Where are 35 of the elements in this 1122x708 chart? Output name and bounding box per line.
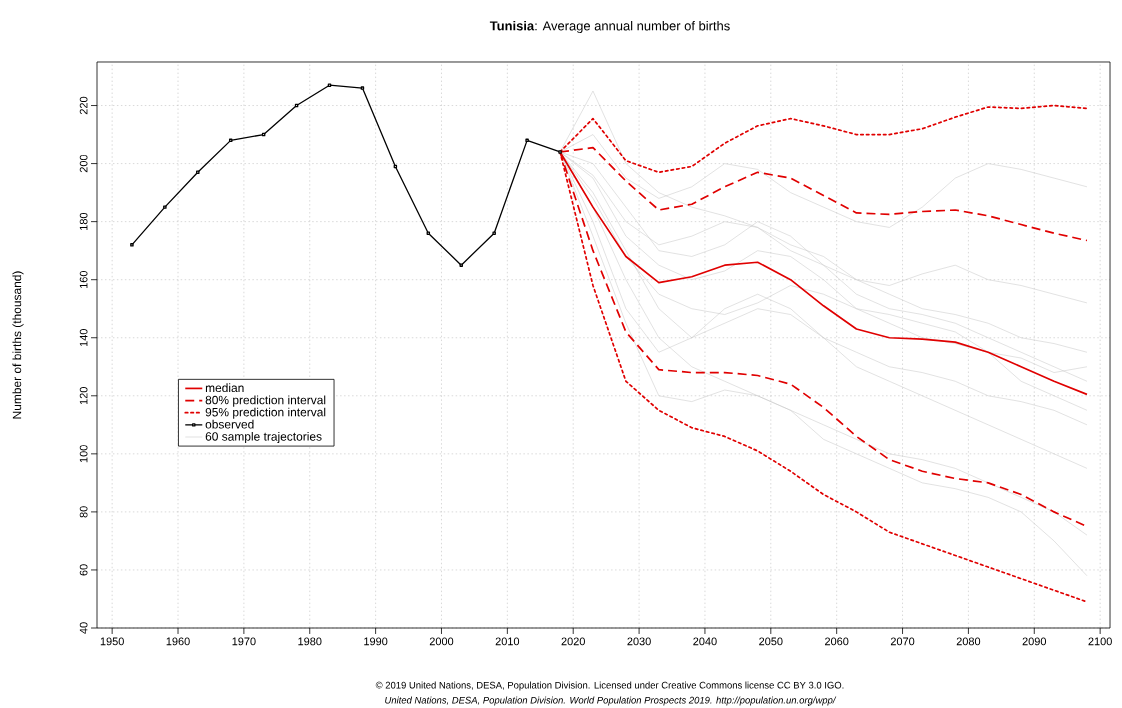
y-tick-label: 80 <box>79 506 88 518</box>
y-tick-label: 180 <box>79 212 88 230</box>
chart-title: Tunisia: Average annual number of births <box>489 20 730 34</box>
legend-label: median <box>205 383 244 393</box>
text: © 2019 United Nations, DESA, Population Division. Licensed under Creative Commons license CC BY 3.0 IGO. <box>375 681 844 691</box>
legend-label: 60 sample trajectories <box>205 431 322 444</box>
legend-label: 80% prediction interval <box>205 395 326 407</box>
y-tick-label: 140 <box>79 329 88 347</box>
x-tick-label: 1960 <box>166 637 190 646</box>
x-tick-label: 2060 <box>825 637 849 646</box>
y-tick-label: 200 <box>79 154 88 173</box>
x-tick-label: 2050 <box>759 637 783 646</box>
x-tick-label: 2040 <box>693 637 717 646</box>
x-tick-label: 2030 <box>627 637 651 646</box>
x-tick-label: 1980 <box>298 637 322 646</box>
x-tick-label: 1950 <box>100 637 124 646</box>
x-tick-label: 2100 <box>1088 637 1112 646</box>
x-tick-label: 1990 <box>364 637 388 646</box>
y-tick-label: 120 <box>79 387 88 405</box>
y-axis-title: Number of births (thousand) <box>12 271 24 419</box>
y-tick-label: 60 <box>79 564 88 576</box>
x-tick-label: 2080 <box>956 637 981 646</box>
x-tick-label: 2020 <box>561 637 585 646</box>
x-tick-label: 2090 <box>1022 637 1047 646</box>
y-tick-label: 40 <box>79 622 88 634</box>
text: United Nations, DESA, Population Division. World Population Prospects 2019. http://population.un.org/wpp/ <box>385 696 837 706</box>
x-tick-label: 2010 <box>495 637 520 646</box>
legend-label: 95% prediction interval <box>205 407 326 419</box>
x-tick-label: 2000 <box>429 637 454 646</box>
y-tick-label: 220 <box>79 96 88 115</box>
x-tick-label: 2070 <box>890 637 915 646</box>
y-tick-label: 100 <box>79 445 88 463</box>
x-tick-label: 1970 <box>232 637 256 646</box>
y-tick-label: 160 <box>79 270 88 288</box>
legend-label: observed <box>205 419 254 429</box>
